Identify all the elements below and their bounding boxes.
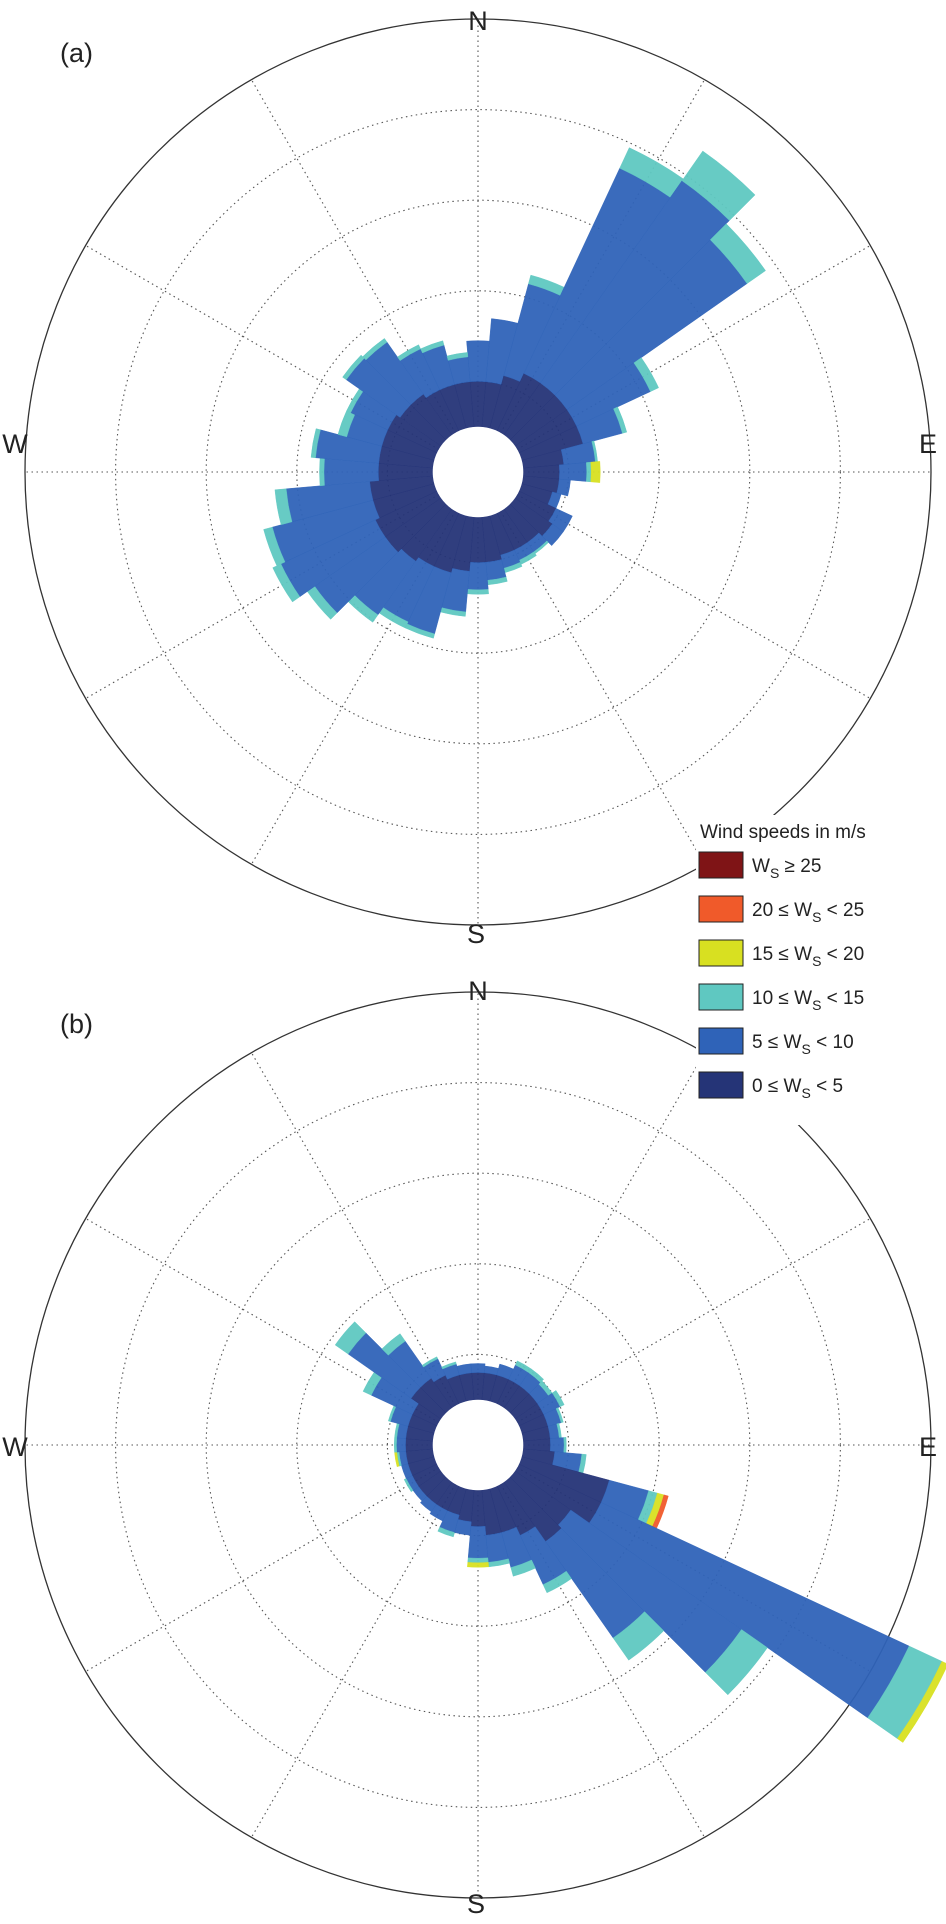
north-label-b: N [468,976,488,1006]
legend-swatch-2 [698,939,744,967]
wedge-b-dir330-bin-10-15 [421,1356,439,1368]
wedge-b-dir180-bin-5-10 [467,1526,489,1559]
wedge-b-dir180-bin-15-20 [467,1562,489,1568]
wedge-a-dir270-bin-10-15 [319,457,325,487]
outer-ring-b [24,991,932,1899]
wedge-a-dir100-bin-5-10 [556,478,571,497]
wedge-b-dir0-bin-5-10 [470,1363,486,1374]
east-label-a: E [919,429,937,459]
wind-rose-b [24,991,946,1899]
wedge-a-dir240-bin-10-15 [272,563,301,603]
legend-label-0: WS ≥ 25 [752,856,821,881]
wedge-b-dir90-bin-5-10 [549,1437,565,1453]
legend-swatch-1 [698,895,744,923]
center-hole-b [432,1399,524,1491]
legend-swatch-0 [698,851,744,879]
legend-label-2: 15 ≤ WS < 20 [752,944,864,969]
wedge-b-dir140-bin-10-15 [612,1611,665,1661]
wedge-a-dir70-bin-10-15 [613,406,628,434]
west-label-a: W [2,429,28,459]
wedge-b-dir60-bin-10-15 [551,1390,565,1407]
legend-label-1: 20 ≤ WS < 25 [752,900,864,925]
legend-swatch-5 [698,1071,744,1099]
wedge-b-dir200-bin-10-15 [437,1526,455,1538]
wedge-a-dir250-bin-10-15 [263,526,286,567]
wedge-a-dir90-bin-10-15 [586,461,592,483]
wind-rose-a [24,18,932,926]
south-label-b: S [467,1889,485,1919]
wedge-b-dir150-bin-10-15 [542,1570,572,1594]
wedge-b-dir320-bin-10-15 [381,1333,406,1356]
wedge-b-dir90-bin-10-15 [563,1437,567,1453]
wedge-a-dir90-bin-15-20 [590,461,601,483]
wedge-a-dir60-bin-10-15 [633,357,659,392]
legend-title: Wind speeds in m/s [700,822,866,843]
wedge-b-dir340-bin-10-15 [441,1361,457,1370]
wedge-b-dir160-bin-10-15 [510,1559,536,1577]
east-label-b: E [919,1432,937,1462]
legend-swatch-3 [698,983,744,1011]
panel-label-a: (a) [60,38,93,68]
wedge-b-dir40-bin-10-15 [528,1368,544,1383]
wedge-a-dir180-bin-10-15 [467,589,489,595]
wedge-b-dir270-bin-5-10 [396,1437,407,1453]
wedge-b-dir180-bin-10-15 [467,1557,489,1563]
wedge-a-dir320-bin-10-15 [362,338,388,361]
grid-ring-b-6 [205,1172,751,1718]
wedge-a-dir50-bin-10-15 [709,223,766,284]
wedge-a-dir260-bin-10-15 [274,488,293,526]
legend-label-5: 0 ≤ WS < 5 [752,1076,843,1101]
outer-ring-a [24,18,932,926]
wedge-a-dir90-bin-5-10 [559,462,587,482]
panel-label-b: (b) [60,1009,93,1039]
wedge-b-dir70-bin-10-15 [555,1407,564,1423]
wedge-b-dir210-bin-5-10 [429,1504,448,1522]
wedge-a-dir180-bin-5-10 [467,562,489,590]
center-hole-a [432,426,524,518]
legend-label-4: 5 ≤ WS < 10 [752,1032,854,1057]
wedge-b-dir310-bin-10-15 [334,1321,367,1355]
wedge-b-dir220-bin-5-10 [420,1495,437,1513]
legend-label-3: 10 ≤ WS < 15 [752,988,864,1013]
wedge-b-dir120-bin-15-20 [897,1661,946,1743]
wedge-a-dir330-bin-10-15 [397,344,421,361]
legend: Wind speeds in m/s WS ≥ 25 20 ≤ WS < 25 15… [696,815,946,1125]
wedge-a-dir280-bin-10-15 [310,428,321,459]
grid-ring-b-8 [115,1082,841,1808]
wedge-b-dir240-bin-10-15 [403,1478,414,1493]
legend-swatch-4 [698,1027,744,1055]
wedge-b-dir350-bin-5-10 [456,1363,472,1376]
wedge-a-dir0-bin-5-10 [466,340,490,382]
grid-ring-a-8 [115,109,841,835]
wedge-b-dir130-bin-10-15 [705,1629,768,1696]
wedge-b-dir270-bin-10-15 [393,1437,397,1453]
wedge-a-dir130-bin-5-10 [541,523,564,546]
wedge-a-dir350-bin-10-15 [446,352,469,361]
north-label-a: N [468,6,488,36]
wedge-a-dir40-bin-10-15 [681,150,756,221]
west-label-b: W [2,1432,28,1462]
wedge-a-dir340-bin-10-15 [420,340,445,354]
south-label-a: S [467,919,485,949]
wedge-a-dir310-bin-10-15 [342,354,365,381]
grid-ring-a-6 [205,199,751,745]
